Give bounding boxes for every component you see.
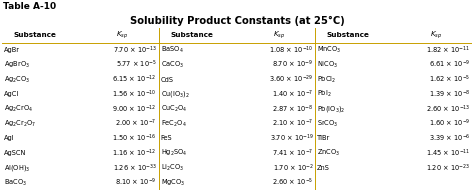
- Text: 1.26 × 10$^{-33}$: 1.26 × 10$^{-33}$: [113, 162, 157, 174]
- Text: 1.60 × 10$^{-9}$: 1.60 × 10$^{-9}$: [428, 118, 470, 129]
- Text: Substance: Substance: [13, 32, 56, 38]
- Text: 3.70 × 10$^{-19}$: 3.70 × 10$^{-19}$: [270, 133, 313, 144]
- Text: BaSO$_4$: BaSO$_4$: [161, 45, 183, 55]
- Text: AgI: AgI: [4, 136, 15, 141]
- Text: 1.45 × 10$^{-11}$: 1.45 × 10$^{-11}$: [426, 148, 470, 159]
- Text: 1.08 × 10$^{-10}$: 1.08 × 10$^{-10}$: [269, 44, 313, 56]
- Text: Ag$_2$Cr$_2$O$_7$: Ag$_2$Cr$_2$O$_7$: [4, 119, 36, 129]
- Text: CdS: CdS: [161, 77, 173, 82]
- Text: 3.60 × 10$^{-29}$: 3.60 × 10$^{-29}$: [269, 74, 313, 85]
- Text: AgBr: AgBr: [4, 47, 20, 53]
- Text: Al(OH)$_3$: Al(OH)$_3$: [4, 163, 30, 173]
- Text: ZnCO$_3$: ZnCO$_3$: [317, 148, 340, 158]
- Text: 2.87 × 10$^{-8}$: 2.87 × 10$^{-8}$: [272, 103, 313, 115]
- Text: 6.15 × 10$^{-12}$: 6.15 × 10$^{-12}$: [112, 74, 157, 85]
- Text: Substance: Substance: [327, 32, 370, 38]
- Text: ZnS: ZnS: [317, 165, 330, 171]
- Text: Solubility Product Constants (at 25°C): Solubility Product Constants (at 25°C): [129, 15, 345, 26]
- Text: $K_{sp}$: $K_{sp}$: [117, 30, 129, 41]
- Text: 1.56 × 10$^{-10}$: 1.56 × 10$^{-10}$: [112, 89, 157, 100]
- Text: SrCO$_3$: SrCO$_3$: [317, 119, 338, 129]
- Text: 1.82 × 10$^{-11}$: 1.82 × 10$^{-11}$: [426, 44, 470, 56]
- Text: PbI$_2$: PbI$_2$: [317, 89, 332, 99]
- Text: 3.39 × 10$^{-6}$: 3.39 × 10$^{-6}$: [428, 133, 470, 144]
- Text: PbCl$_2$: PbCl$_2$: [317, 74, 337, 85]
- Text: 2.00 × 10$^{-7}$: 2.00 × 10$^{-7}$: [115, 118, 157, 129]
- Text: 9.00 × 10$^{-12}$: 9.00 × 10$^{-12}$: [112, 103, 157, 115]
- Text: Table A-10: Table A-10: [3, 2, 56, 11]
- Text: 8.10 × 10$^{-9}$: 8.10 × 10$^{-9}$: [115, 177, 157, 188]
- Text: 1.70 × 10$^{-2}$: 1.70 × 10$^{-2}$: [273, 162, 313, 174]
- Text: 1.50 × 10$^{-16}$: 1.50 × 10$^{-16}$: [112, 133, 157, 144]
- Text: FeC$_2$O$_4$: FeC$_2$O$_4$: [161, 119, 186, 129]
- Text: 1.62 × 10$^{-5}$: 1.62 × 10$^{-5}$: [429, 74, 470, 85]
- Text: $K_{sp}$: $K_{sp}$: [273, 30, 285, 41]
- Text: 7.41 × 10$^{-7}$: 7.41 × 10$^{-7}$: [272, 148, 313, 159]
- Text: 2.60 × 10$^{-5}$: 2.60 × 10$^{-5}$: [272, 177, 313, 188]
- Text: MgCO$_3$: MgCO$_3$: [161, 177, 185, 188]
- Text: 7.70 × 10$^{-13}$: 7.70 × 10$^{-13}$: [113, 44, 157, 56]
- Text: MnCO$_3$: MnCO$_3$: [317, 45, 342, 55]
- Text: AgCl: AgCl: [4, 91, 19, 97]
- Text: FeS: FeS: [161, 136, 172, 141]
- Text: AgBrO$_3$: AgBrO$_3$: [4, 60, 30, 70]
- Text: 1.40 × 10$^{-7}$: 1.40 × 10$^{-7}$: [272, 89, 313, 100]
- Text: 1.39 × 10$^{-8}$: 1.39 × 10$^{-8}$: [428, 89, 470, 100]
- Text: 6.61 × 10$^{-9}$: 6.61 × 10$^{-9}$: [428, 59, 470, 70]
- Text: Ag$_2$CO$_3$: Ag$_2$CO$_3$: [4, 74, 30, 85]
- Text: 8.70 × 10$^{-9}$: 8.70 × 10$^{-9}$: [273, 59, 313, 70]
- Text: 2.10 × 10$^{-7}$: 2.10 × 10$^{-7}$: [272, 118, 313, 129]
- Text: Substance: Substance: [170, 32, 213, 38]
- Text: Cu(IO$_3$)$_2$: Cu(IO$_3$)$_2$: [161, 89, 190, 99]
- Text: Pb(IO$_3$)$_2$: Pb(IO$_3$)$_2$: [317, 104, 346, 114]
- Text: BaCO$_3$: BaCO$_3$: [4, 177, 27, 188]
- Text: TlBr: TlBr: [317, 136, 330, 141]
- Text: CaCO$_3$: CaCO$_3$: [161, 60, 184, 70]
- Text: $K_{sp}$: $K_{sp}$: [430, 30, 442, 41]
- Text: NiCO$_3$: NiCO$_3$: [317, 60, 338, 70]
- Text: 1.20 × 10$^{-23}$: 1.20 × 10$^{-23}$: [426, 162, 470, 174]
- Text: AgSCN: AgSCN: [4, 150, 26, 156]
- Text: Li$_2$CO$_3$: Li$_2$CO$_3$: [161, 163, 184, 173]
- Text: Hg$_2$SO$_4$: Hg$_2$SO$_4$: [161, 148, 187, 158]
- Text: Ag$_2$CrO$_4$: Ag$_2$CrO$_4$: [4, 104, 33, 114]
- Text: 5.77 × 10$^{-5}$: 5.77 × 10$^{-5}$: [116, 59, 157, 70]
- Text: 1.16 × 10$^{-12}$: 1.16 × 10$^{-12}$: [112, 148, 157, 159]
- Text: 2.60 × 10$^{-13}$: 2.60 × 10$^{-13}$: [426, 103, 470, 115]
- Text: CuC$_2$O$_4$: CuC$_2$O$_4$: [161, 104, 187, 114]
